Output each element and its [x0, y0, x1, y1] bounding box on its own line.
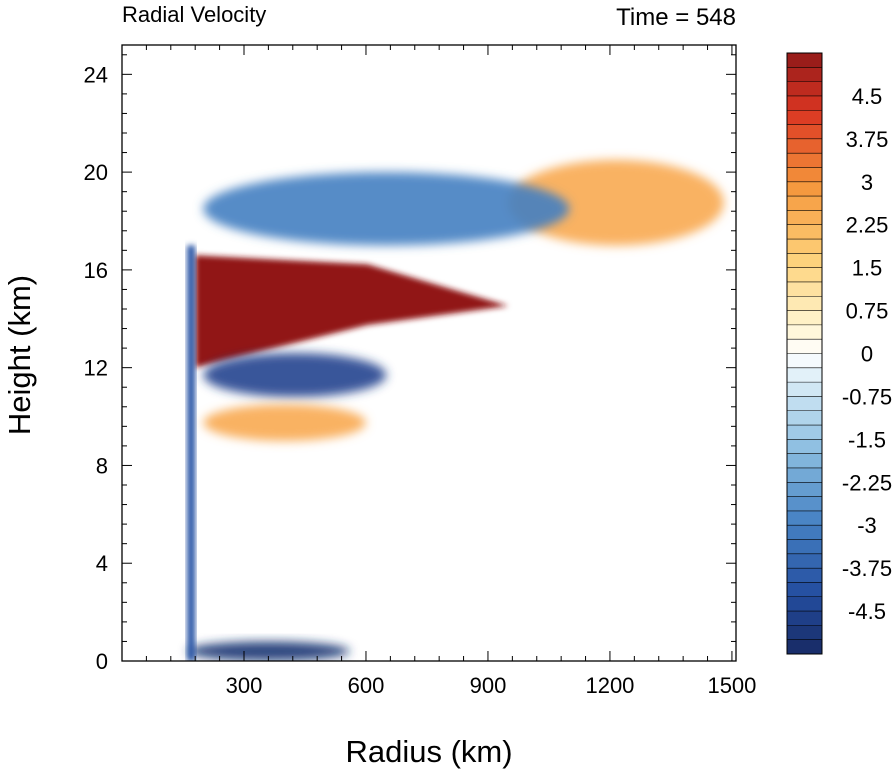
y-tick-label: 24: [84, 62, 108, 87]
colorbar-label: -3: [857, 513, 877, 538]
field-feature: [195, 255, 509, 368]
colorbar-swatch: [787, 425, 822, 440]
tick-labels: 300 600 900 1200 1500 0 4 8 12 16 20 24: [84, 62, 757, 698]
colorbar-label: 1.5: [852, 256, 883, 281]
colorbar-swatch: [787, 439, 822, 455]
field-feature: [508, 159, 724, 246]
y-tick-label: 16: [84, 258, 108, 283]
colorbar-swatch: [787, 367, 822, 383]
colorbar-frame: [786, 52, 823, 655]
colorbar-swatch: [787, 510, 822, 526]
colorbar-swatch: [787, 410, 822, 426]
y-tick-label: 20: [84, 160, 108, 185]
colorbar-swatch: [787, 625, 822, 641]
colorbar-swatch: [787, 167, 822, 183]
axis-ticks: [122, 45, 736, 662]
y-tick-label: 4: [96, 551, 108, 576]
colorbar-swatch: [787, 568, 822, 583]
chart-title-left: Radial Velocity: [122, 2, 266, 27]
colorbar-swatch: [787, 596, 822, 612]
colorbar-swatch: [787, 81, 822, 97]
colorbar-swatch: [787, 324, 822, 340]
x-axis-label: Radius (km): [345, 734, 512, 769]
velocity-field: [187, 159, 724, 661]
colorbar-swatch: [787, 496, 822, 512]
colorbar-swatch: [787, 281, 822, 297]
colorbar-swatch: [787, 67, 822, 83]
plot-frame: [121, 44, 737, 662]
colorbar-swatch: [787, 525, 822, 540]
colorbar-label: -3.75: [842, 556, 892, 581]
y-tick-label: 12: [84, 356, 108, 381]
colorbar-swatch: [787, 353, 822, 369]
field-feature: [203, 353, 387, 397]
colorbar-swatch: [787, 224, 822, 240]
x-tick-label: 1500: [707, 673, 756, 698]
colorbar-swatch: [787, 611, 822, 626]
colorbar-label: -2.25: [842, 470, 892, 495]
x-tick-label: 600: [348, 673, 385, 698]
colorbar-swatch: [787, 181, 822, 197]
colorbar-swatch: [787, 95, 822, 111]
colorbar-swatch: [787, 253, 822, 269]
colorbar-swatch: [787, 138, 822, 154]
colorbar-swatch: [787, 239, 822, 254]
colorbar-swatch: [787, 467, 822, 483]
colorbar-swatch: [787, 110, 822, 125]
colorbar-swatch: [787, 539, 822, 555]
x-tick-label: 300: [226, 673, 263, 698]
colorbar-label: 0: [861, 342, 873, 367]
y-tick-label: 8: [96, 453, 108, 478]
colorbar-swatch: [787, 453, 822, 469]
field-feature: [187, 641, 350, 661]
colorbar-label: -4.5: [848, 599, 886, 624]
y-tick-label: 0: [96, 649, 108, 674]
field-feature: [187, 245, 196, 661]
x-tick-label: 1200: [585, 673, 634, 698]
colorbar-swatch: [787, 382, 822, 397]
y-axis-label: Height (km): [2, 275, 37, 435]
colorbar-labels: 4.5 3.75 3 2.25 1.5 0.75 0 -0.75 -1.5 -2.25 -3 -3.7…: [842, 84, 892, 624]
colorbar-swatch: [787, 553, 822, 569]
field-feature: [203, 404, 366, 441]
colorbar-swatch: [787, 639, 822, 655]
colorbar-label: -1.5: [848, 427, 886, 452]
colorbar-label: -0.75: [842, 384, 892, 409]
x-tick-label: 900: [470, 673, 507, 698]
colorbar-swatch: [787, 153, 822, 168]
colorbar-swatch: [787, 196, 822, 211]
colorbar-swatch: [787, 310, 822, 326]
chart-title-right: Time = 548: [616, 4, 736, 31]
colorbar-label: 3.75: [846, 127, 889, 152]
colorbar-label: 0.75: [846, 299, 889, 324]
colorbar-swatch: [787, 124, 822, 140]
colorbar-label: 3: [861, 170, 873, 195]
colorbar-swatch: [787, 582, 822, 598]
colorbar-swatch: [787, 267, 822, 283]
colorbar-label: 4.5: [852, 84, 883, 109]
colorbar-label: 2.25: [846, 213, 889, 238]
colorbar: [786, 52, 823, 655]
colorbar-swatch: [787, 339, 822, 354]
field-feature: [203, 172, 570, 246]
colorbar-swatch: [787, 296, 822, 311]
colorbar-swatch: [787, 53, 822, 68]
colorbar-swatch: [787, 210, 822, 226]
colorbar-swatch: [787, 482, 822, 497]
colorbar-swatch: [787, 396, 822, 412]
